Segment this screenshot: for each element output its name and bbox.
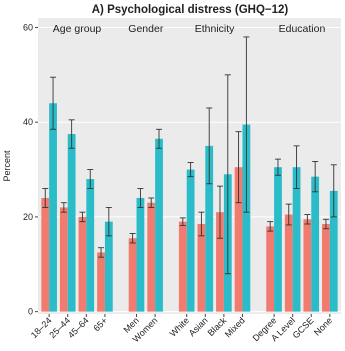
y-axis-label: Percent [2,150,12,182]
facet-label: Age group [53,23,102,35]
y-tick-label: 20 [23,212,33,222]
bar [49,103,57,312]
error-bar [312,161,319,193]
y-tick-label: 0 [28,307,33,317]
x-tick-label: Mixed [223,315,247,339]
bar [197,224,206,312]
error-bar [224,74,231,275]
error-bar [243,36,250,213]
bar [178,221,187,312]
bar [266,226,275,312]
bar [205,145,214,312]
bar [86,179,95,312]
error-bar [322,218,329,230]
error-bar [293,145,300,189]
bar [128,238,137,312]
error-bar [206,107,213,185]
bar [216,212,224,312]
bar [284,214,293,312]
bar [136,197,145,312]
facet-label: Gender [128,23,164,35]
error-bar [330,164,337,218]
error-bar [79,211,86,223]
bar [97,252,105,312]
error-bar [129,233,136,244]
x-tick-label: 45–64 [66,315,91,340]
error-bar [198,211,205,237]
x-tick-label: White [168,315,191,338]
bar [311,176,320,312]
y-tick-label: 40 [23,117,33,127]
bar [234,167,243,312]
error-bar [304,214,311,225]
bar [292,167,301,312]
x-tick-label: Asian [187,315,210,338]
error-bar [105,206,112,237]
error-bar [267,221,274,232]
y-tick-label: 60 [23,22,33,32]
bar [329,190,338,312]
facet-label: Education [279,23,326,35]
error-bar [42,188,49,208]
x-tick-label: 65+ [91,315,109,333]
chart-title: A) Psychological distress (GHQ−12) [92,4,289,16]
bar [155,138,163,312]
error-bar [137,188,144,208]
error-bar [148,197,155,208]
error-bar [156,128,163,149]
bar [242,124,251,312]
error-bar [68,119,75,149]
bar [78,216,87,312]
bar [303,219,312,312]
error-bar [60,202,67,213]
bar [147,202,156,312]
error-bar [98,247,105,258]
facet-label: Ethnicity [195,23,235,35]
error-bar [187,161,194,178]
error-bar [274,158,281,176]
bar [104,221,113,312]
x-tick-label: GCSE [291,315,316,340]
bar [322,224,330,312]
bar [274,167,282,312]
bar [59,207,68,312]
error-bar [87,169,94,189]
error-bar [235,131,242,204]
error-bar [285,203,292,226]
bar [186,169,195,312]
error-bar [50,76,57,130]
error-bar [179,217,186,226]
bar [67,134,76,312]
bar [41,197,50,312]
x-tick-label: None [312,315,334,337]
error-bar [216,185,223,239]
